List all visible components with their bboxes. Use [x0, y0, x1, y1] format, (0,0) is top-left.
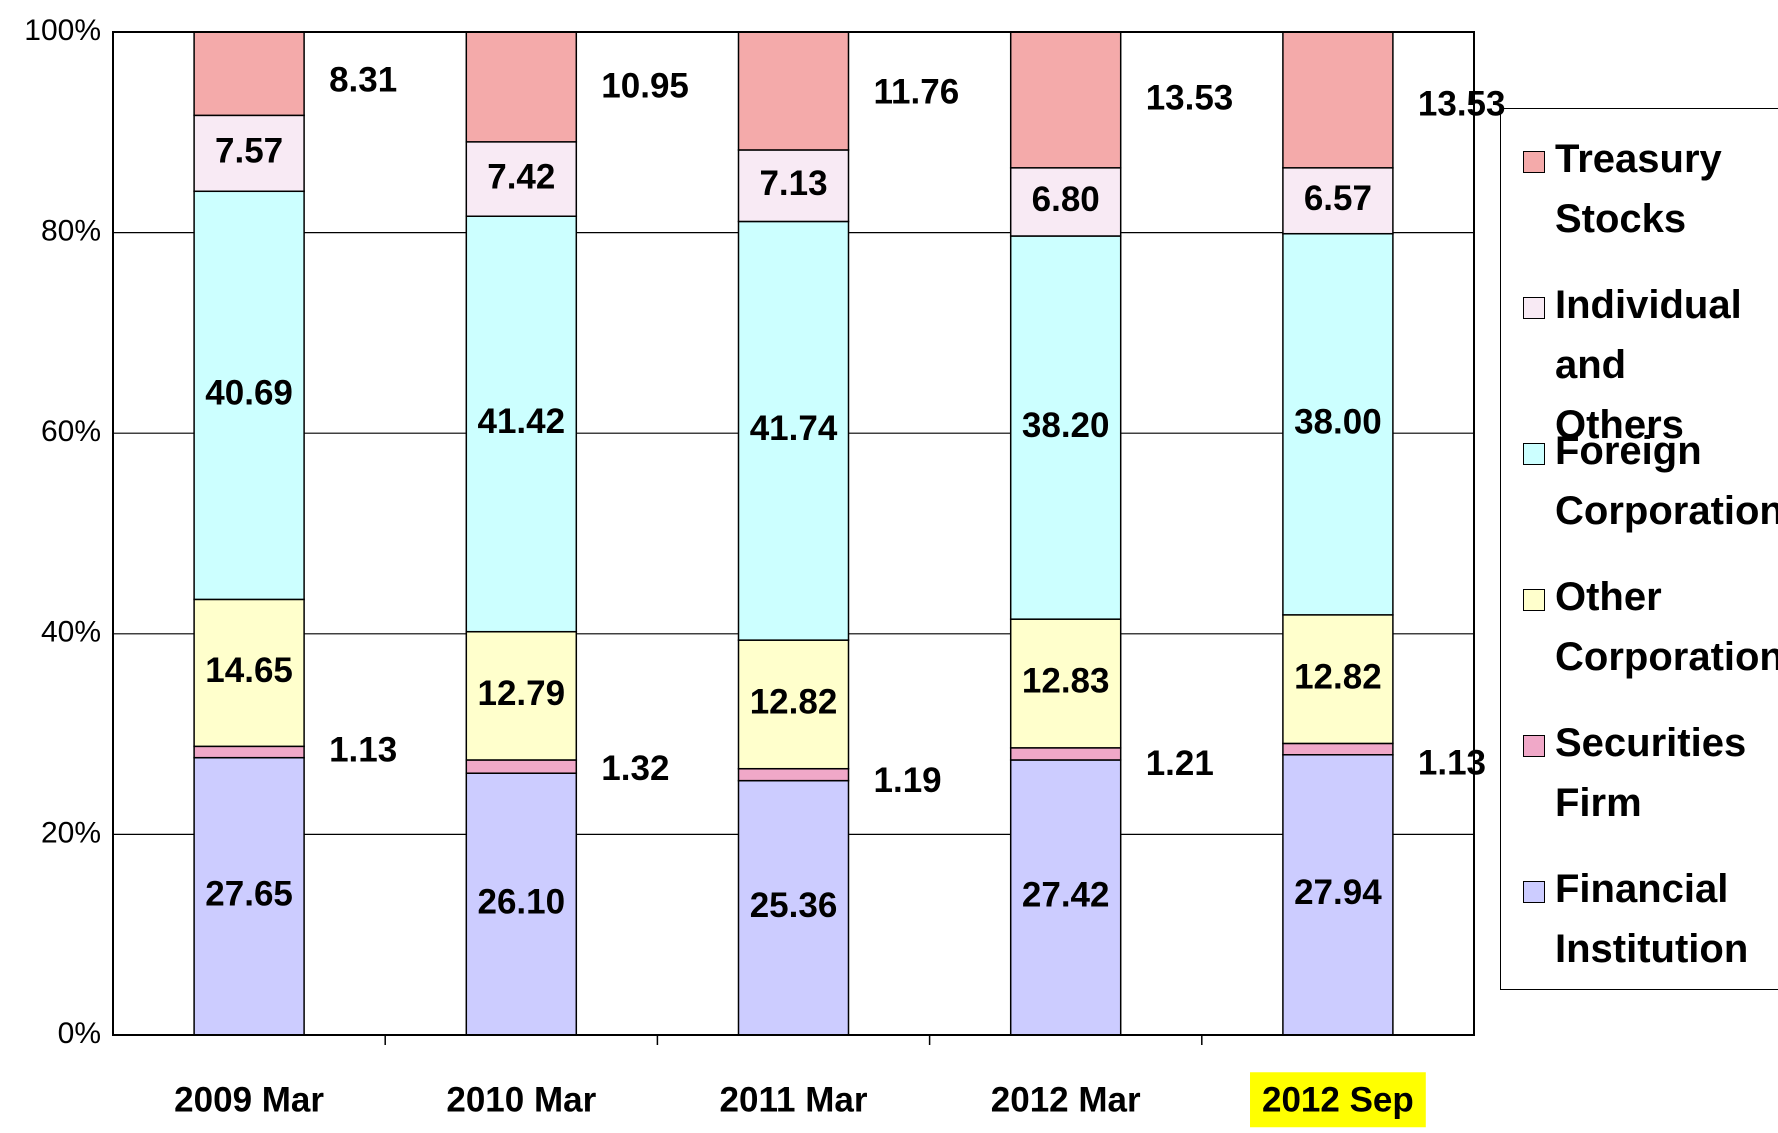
legend-swatch — [1523, 151, 1545, 173]
data-label: 6.57 — [1304, 179, 1372, 218]
data-label: 38.20 — [1022, 406, 1110, 445]
bar-segment — [1009, 167, 1122, 237]
data-label: 41.42 — [478, 402, 566, 441]
plot-border — [112, 31, 1475, 1036]
y-tick-label: 0% — [58, 1017, 101, 1050]
x-tick-label: 2010 Mar — [446, 1080, 596, 1119]
bar-segment — [1009, 31, 1122, 169]
y-tick-label: 100% — [24, 14, 101, 47]
y-tick-label: 40% — [41, 616, 101, 649]
bar-segment — [465, 630, 578, 761]
bar-segment — [737, 31, 850, 151]
data-label: 40.69 — [205, 374, 293, 413]
data-label: 27.42 — [1022, 876, 1110, 915]
data-label: 7.57 — [215, 132, 283, 171]
data-label: 1.13 — [1418, 743, 1486, 782]
legend-swatch — [1523, 443, 1545, 465]
bar-segment — [1282, 754, 1394, 1036]
data-label: 12.83 — [1022, 662, 1110, 701]
x-tick-label: 2011 Mar — [720, 1080, 868, 1119]
bar-segment — [1282, 614, 1394, 745]
bar-segment — [465, 759, 578, 774]
legend-swatch — [1523, 881, 1545, 903]
y-tick-label: 80% — [41, 215, 101, 248]
x-tick-label: 2012 Mar — [991, 1080, 1141, 1119]
data-label: 11.76 — [874, 72, 960, 111]
data-label: 38.00 — [1294, 403, 1382, 442]
legend-label: Other Corporation — [1555, 575, 1778, 679]
data-label: 1.21 — [1146, 744, 1214, 783]
bar-segment — [465, 772, 578, 1036]
data-label: 1.32 — [601, 749, 669, 788]
legend-item: Foreign Corporation — [1523, 421, 1778, 567]
x-tick-label: 2012 Sep — [1262, 1080, 1414, 1119]
bar-segment — [1009, 618, 1122, 749]
bar-segment — [1009, 747, 1122, 761]
y-tick-label: 60% — [41, 415, 101, 448]
bar-segment — [737, 779, 850, 1036]
data-label: 14.65 — [205, 651, 293, 690]
data-label: 26.10 — [478, 882, 566, 921]
legend-item: Treasury Stocks — [1523, 129, 1778, 275]
legend-swatch — [1523, 589, 1545, 611]
bar-segment — [1009, 235, 1122, 620]
data-label: 1.19 — [874, 761, 942, 800]
bar-segment — [465, 141, 578, 218]
data-label: 12.82 — [1294, 657, 1382, 696]
legend-label: Treasury Stocks — [1555, 137, 1722, 241]
data-label: 7.42 — [487, 157, 555, 196]
bar-segment — [193, 190, 305, 601]
bar-segment — [193, 598, 305, 748]
bar-segment — [1009, 759, 1122, 1036]
bars — [113, 31, 1474, 1036]
data-label: 12.82 — [750, 683, 838, 722]
data-label: 1.13 — [329, 730, 397, 769]
bar-segment — [737, 639, 850, 770]
bar-segment — [1282, 232, 1394, 616]
x-tick-label: 2009 Mar — [174, 1080, 324, 1119]
legend-item: Financial Institution — [1523, 859, 1778, 1005]
data-label: 27.94 — [1294, 873, 1382, 912]
labels: 27.65 1.13 14.65 40.69 7.57 8.31 26.10 1.32 12.7… — [205, 60, 1505, 925]
legend-label: Foreign Corporation — [1555, 429, 1778, 533]
legend-item: Other Corporation — [1523, 567, 1778, 713]
legend: Treasury Stocks Individual and Others Fore… — [1500, 108, 1778, 990]
data-label: 6.80 — [1032, 180, 1100, 219]
legend-label: Financial Institution — [1555, 867, 1749, 971]
data-label: 41.74 — [750, 409, 838, 448]
legend-item: Securities Firm — [1523, 713, 1778, 859]
highlight — [1250, 1072, 1426, 1128]
bar-segment — [193, 31, 305, 117]
legend-label: Individual and Others — [1555, 283, 1742, 447]
y-tick-label: 20% — [41, 816, 101, 849]
bar-segment — [1282, 167, 1394, 235]
data-label: 27.65 — [205, 875, 293, 914]
bar-segment — [1282, 742, 1394, 756]
data-label: 12.79 — [478, 674, 566, 713]
legend-swatch — [1523, 735, 1545, 757]
data-label: 7.13 — [759, 164, 827, 203]
data-label: 25.36 — [750, 886, 838, 925]
bar-segment — [737, 767, 850, 782]
bar-segment — [1282, 31, 1394, 169]
data-label: 13.53 — [1418, 84, 1506, 123]
legend-label: Securities Firm — [1555, 721, 1747, 825]
legend-item: Individual and Others — [1523, 275, 1778, 447]
data-label: 13.53 — [1146, 78, 1234, 117]
bar-segment — [193, 745, 305, 759]
data-label: 10.95 — [601, 66, 689, 105]
legend-swatch — [1523, 297, 1545, 319]
bar-segment — [465, 31, 578, 143]
data-label: 8.31 — [329, 60, 397, 99]
